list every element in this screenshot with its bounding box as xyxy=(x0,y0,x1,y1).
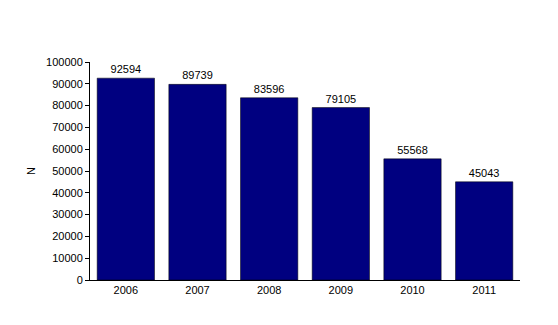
svg-text:45043: 45043 xyxy=(469,167,500,179)
svg-text:30000: 30000 xyxy=(52,208,83,220)
svg-text:50000: 50000 xyxy=(52,165,83,177)
svg-text:83596: 83596 xyxy=(254,83,285,95)
svg-text:70000: 70000 xyxy=(52,121,83,133)
svg-text:55568: 55568 xyxy=(397,144,428,156)
svg-text:79105: 79105 xyxy=(326,93,357,105)
svg-text:0: 0 xyxy=(77,274,83,286)
svg-text:60000: 60000 xyxy=(52,143,83,155)
svg-text:2007: 2007 xyxy=(185,284,209,296)
svg-text:2011: 2011 xyxy=(472,284,496,296)
svg-text:10000: 10000 xyxy=(52,252,83,264)
svg-text:100000: 100000 xyxy=(46,56,83,68)
svg-text:2010: 2010 xyxy=(400,284,424,296)
svg-text:40000: 40000 xyxy=(52,187,83,199)
svg-text:N: N xyxy=(25,167,37,175)
svg-text:89739: 89739 xyxy=(182,69,213,81)
svg-text:92594: 92594 xyxy=(111,63,142,75)
svg-text:2008: 2008 xyxy=(257,284,281,296)
svg-text:90000: 90000 xyxy=(52,78,83,90)
svg-text:80000: 80000 xyxy=(52,99,83,111)
svg-text:2009: 2009 xyxy=(329,284,353,296)
svg-text:2006: 2006 xyxy=(114,284,138,296)
svg-text:20000: 20000 xyxy=(52,230,83,242)
